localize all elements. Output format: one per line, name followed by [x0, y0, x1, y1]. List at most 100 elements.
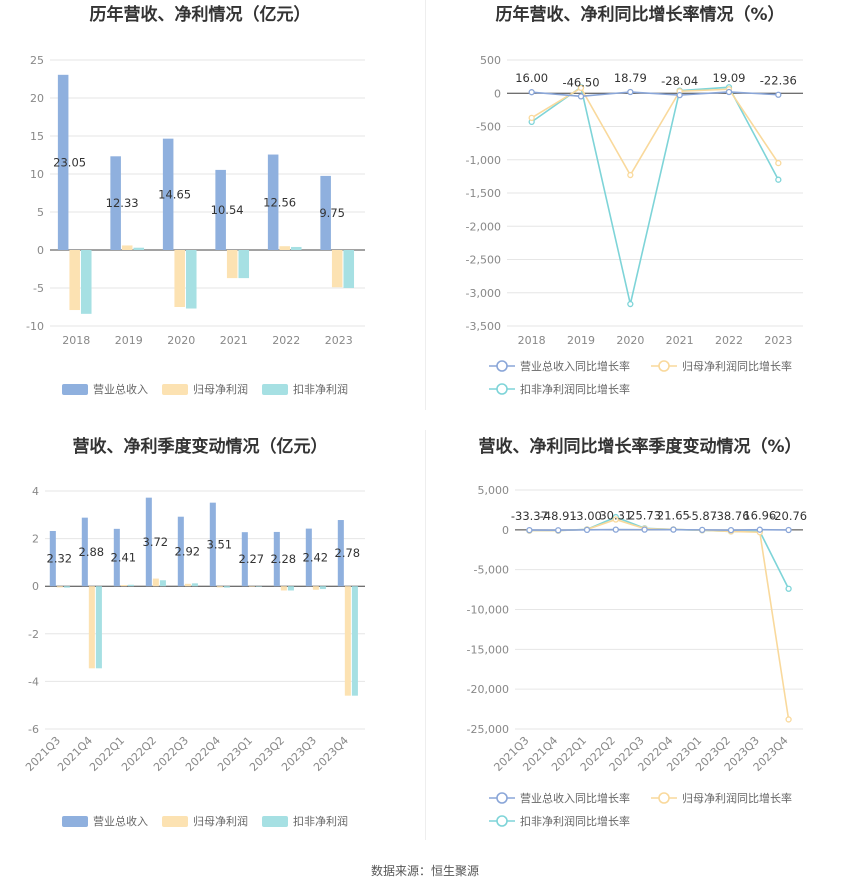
legend-label: 归母净利润	[193, 382, 248, 396]
legend-label: 营业总收入同比增长率	[520, 359, 630, 373]
data-label: 12.56	[263, 195, 296, 209]
series-point	[612, 516, 619, 523]
divider-vertical-bottom	[425, 430, 426, 840]
y-tick-label: -2	[28, 628, 39, 641]
legend-swatch-marker	[496, 383, 508, 395]
y-tick-label: -3,500	[466, 320, 501, 333]
y-tick-label: 5,000	[478, 484, 510, 497]
data-label: 10.54	[211, 203, 244, 217]
chart-title: 营收、净利同比增长率季度变动情况（%）	[478, 436, 801, 457]
annual-growth-rate-chart: 历年营收、净利同比增长率情况（%） 500 0 -500 -1,000 -1,500 -2…	[425, 0, 850, 420]
y-tick-label: 0	[502, 524, 509, 537]
series-point	[775, 91, 782, 98]
bar	[63, 586, 70, 588]
y-tick-label: 20	[30, 92, 44, 105]
x-tick-label: 2023Q4	[311, 734, 351, 774]
divider-vertical-top	[425, 0, 426, 410]
bar	[287, 586, 294, 591]
legend-label: 归母净利润同比增长率	[682, 359, 792, 373]
bar	[273, 531, 280, 587]
series-point	[627, 88, 634, 96]
y-tick-label: -25,000	[467, 723, 509, 736]
bar	[177, 516, 184, 587]
bar	[121, 245, 133, 250]
legend-swatch	[162, 384, 188, 395]
bar	[248, 586, 255, 587]
y-tick-label: 5	[37, 206, 44, 219]
bar	[351, 586, 358, 696]
annual-revenue-profit-svg: 历年营收、净利情况（亿元） 25 20 15 10 5 0 -5 -10 23.05 2018 12…	[26, 4, 365, 396]
bar	[305, 528, 312, 587]
y-tick-label: -10	[26, 320, 44, 333]
legend-label: 扣非净利润同比增长率	[520, 382, 630, 396]
y-tick-label: -1,500	[466, 187, 501, 200]
bar	[290, 246, 302, 250]
y-tick-label: -2,500	[466, 254, 501, 267]
x-tick-label: 2018	[62, 334, 90, 347]
legend-swatch	[62, 384, 88, 395]
series-point	[699, 526, 706, 534]
x-tick-label: 2019	[567, 334, 595, 347]
x-tick-label: 2020	[167, 334, 195, 347]
data-label: -38.76	[712, 509, 749, 523]
chart-title: 营收、净利季度变动情况（亿元）	[73, 436, 328, 457]
quarterly-revenue-profit-svg: 营收、净利季度变动情况（亿元） 420-2-4-62.322021Q32.882…	[23, 436, 365, 828]
bar	[191, 583, 198, 587]
bar	[152, 578, 159, 587]
x-tick-label: 2022	[715, 334, 743, 347]
bar	[95, 586, 102, 669]
data-label: 2.32	[47, 552, 73, 566]
series-point	[785, 716, 792, 723]
data-label: 3.72	[143, 535, 169, 549]
bar	[215, 169, 226, 250]
data-label: 3.51	[207, 537, 233, 551]
data-label: 2.42	[303, 550, 329, 564]
bar	[49, 530, 56, 587]
legend-label: 扣非净利润	[293, 814, 348, 828]
y-tick-label: 0	[494, 87, 501, 100]
bar	[174, 250, 185, 307]
y-tick-label: 15	[30, 130, 44, 143]
legend-swatch	[262, 384, 288, 395]
data-label: 21.65	[657, 509, 690, 523]
bar	[69, 250, 80, 311]
y-tick-label: -4	[28, 675, 39, 688]
series-point	[775, 176, 782, 183]
x-tick-label: 2021	[220, 334, 248, 347]
series-point	[627, 300, 634, 308]
legend-swatch	[162, 816, 188, 827]
series-line	[531, 91, 779, 98]
data-label: 23.05	[53, 155, 86, 169]
quarterly-growth-rate-chart: 营收、净利同比增长率季度变动情况（%） 5,000 0 -5,000 -10,000 -…	[425, 425, 850, 865]
series-point	[676, 91, 683, 99]
bar	[209, 502, 216, 587]
data-label: 2.28	[271, 552, 297, 566]
bar	[223, 586, 230, 588]
bar	[185, 250, 197, 309]
series-point	[727, 526, 735, 534]
bar	[184, 583, 191, 587]
legend-label: 营业总收入同比增长率	[520, 791, 630, 805]
data-label: 2.41	[111, 551, 137, 565]
bar	[159, 580, 166, 587]
series-point	[528, 89, 535, 96]
legend-label: 归母净利润	[193, 814, 248, 828]
bar	[216, 586, 223, 588]
bar	[88, 586, 95, 669]
data-source: 数据来源：恒生聚源	[370, 864, 479, 878]
annual-revenue-profit-chart: 历年营收、净利情况（亿元） 25 20 15 10 5 0 -5 -10 23.05 2018 12…	[0, 0, 425, 420]
y-tick-label: -3,000	[466, 287, 501, 300]
series-point	[627, 171, 634, 179]
data-label: 18.79	[614, 71, 647, 85]
bar	[113, 528, 120, 587]
bar	[331, 250, 343, 288]
data-label: 30.31	[599, 509, 632, 523]
y-tick-label: -5	[33, 282, 44, 295]
quarterly-growth-rate-svg: 营收、净利同比增长率季度变动情况（%） 5,000 0 -5,000 -10,000 -…	[467, 436, 808, 828]
series-point	[775, 159, 782, 167]
y-tick-label: 500	[480, 54, 501, 67]
legend-swatch	[262, 816, 288, 827]
series-point	[785, 585, 792, 592]
series-point	[612, 526, 619, 533]
series-point	[670, 526, 677, 533]
